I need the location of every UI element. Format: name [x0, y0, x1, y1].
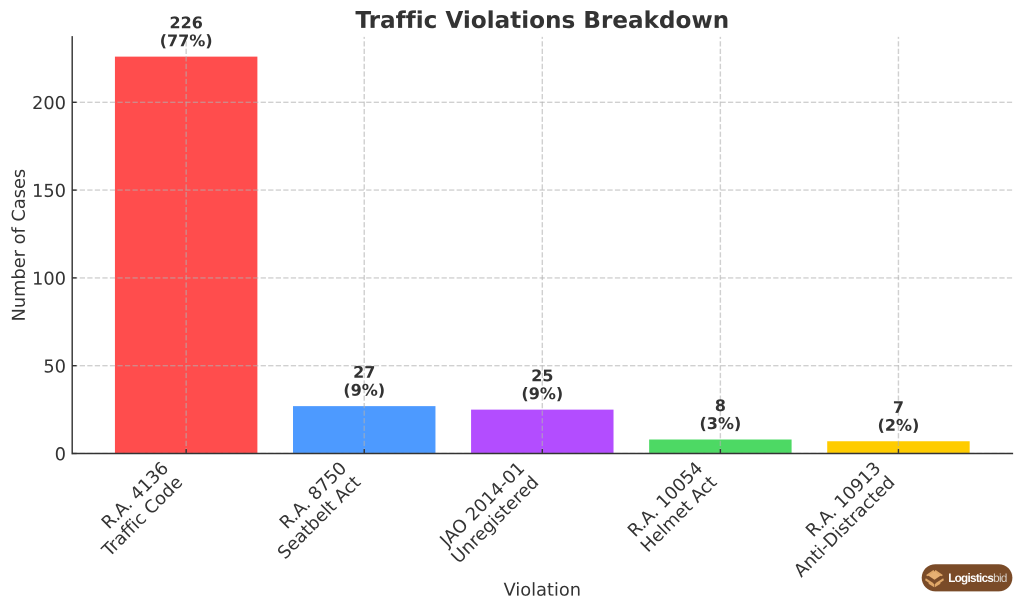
svg-text:Logisticsbid: Logisticsbid [948, 572, 1007, 585]
